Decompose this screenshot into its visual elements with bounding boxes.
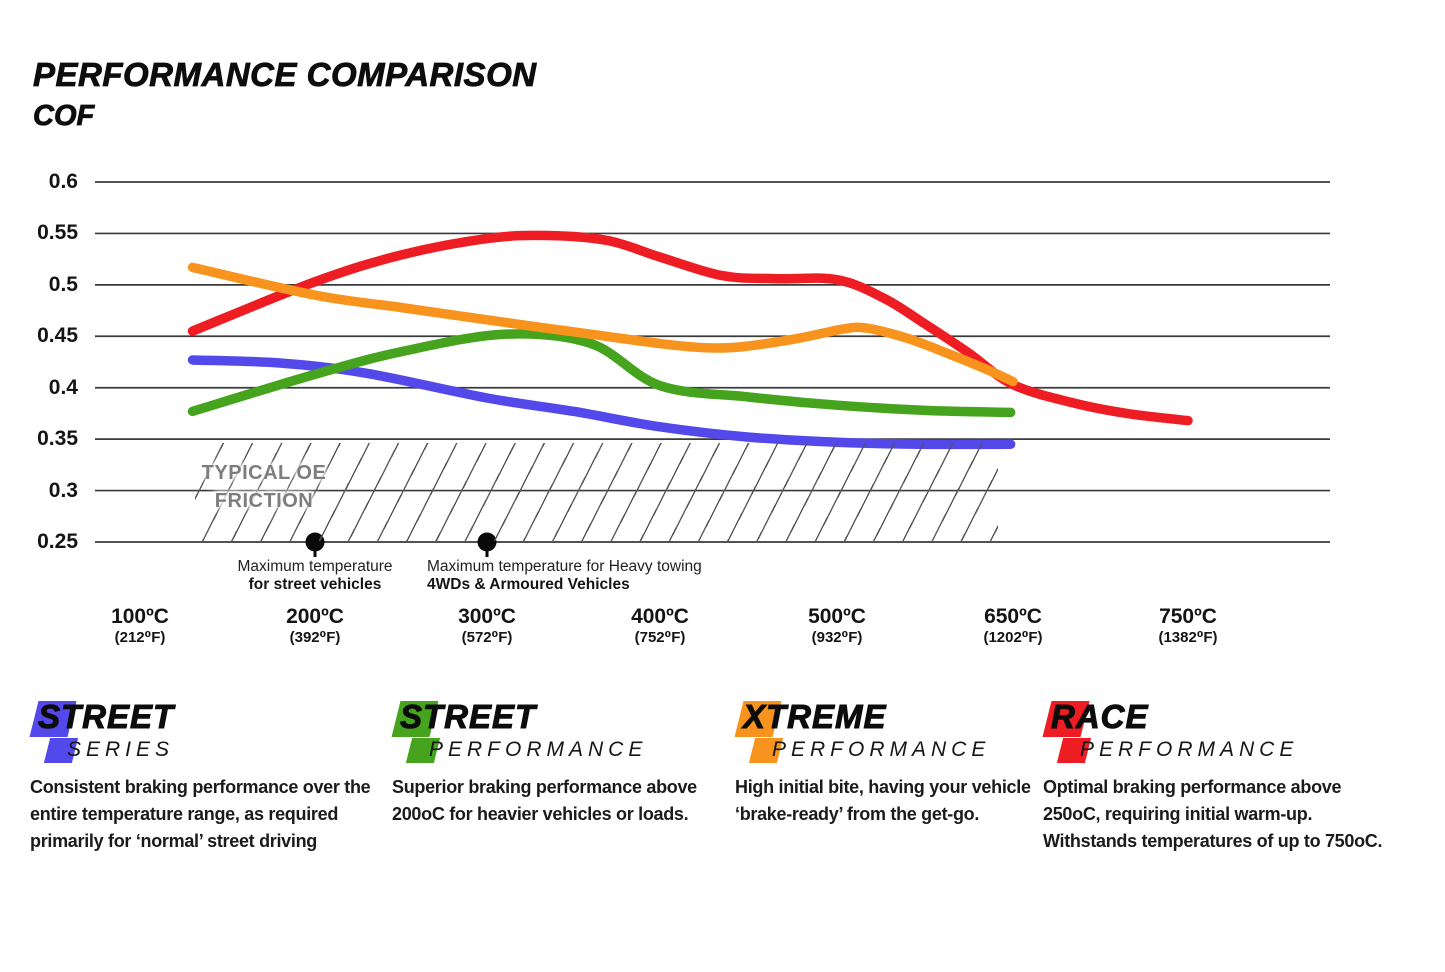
y-tick-label-0.25: 0.25 <box>37 530 78 553</box>
y-axis-title: COF <box>33 100 95 132</box>
xtreme-performance-wordmark: XTREME <box>743 698 887 735</box>
x-tick-label-200c: 200ºC <box>286 605 344 628</box>
street-series-subword: SERIES <box>67 738 175 761</box>
y-tick-label-0.5: 0.5 <box>48 272 78 296</box>
x-tick-label-400c: 400ºC <box>631 605 689 628</box>
x-tick-label-300c: 300ºC <box>458 605 516 628</box>
typical-oe-friction-label: TYPICAL OE FRICTION <box>201 462 327 512</box>
race-performance-subword: PERFORMANCE <box>1080 738 1299 761</box>
x-tick-label-100c: 100ºC <box>111 605 169 628</box>
x-tick-label-100f: (212⁰F) <box>114 629 166 646</box>
y-tick-label-0.3: 0.3 <box>48 478 78 502</box>
legend-street-performance: STREET PERFORMANCE Superior braking perf… <box>391 698 732 824</box>
page-title: PERFORMANCE COMPARISON <box>33 56 537 94</box>
street-series-wordmark: STREET <box>37 698 175 735</box>
xtreme-performance-logo: XTREME PERFORMANCE <box>734 698 1040 768</box>
xtreme-performance-description: High initial bite, having your vehicle ‘… <box>735 777 1031 824</box>
marker-annotation-300: Maximum temperature for Heavy towing 4WDs… <box>427 558 702 593</box>
y-tick-label-0.55: 0.55 <box>37 221 78 245</box>
x-tick-label-750f: (1382⁰F) <box>1158 629 1218 646</box>
y-tick-label-0.45: 0.45 <box>37 324 78 348</box>
y-tick-label-0.35: 0.35 <box>37 427 78 451</box>
y-tick-label-0.6: 0.6 <box>48 170 78 193</box>
x-tick-label-500f: (932⁰F) <box>811 629 863 646</box>
street-series-description: Consistent braking performance over the … <box>30 777 371 851</box>
typical-oe-friction-band <box>195 443 998 541</box>
x-tick-label-650f: (1202⁰F) <box>983 629 1043 646</box>
x-tick-label-750c: 750ºC <box>1159 605 1217 628</box>
series-xtreme-performance-line <box>187 262 1018 387</box>
x-tick-label-200f: (392⁰F) <box>289 629 341 646</box>
street-performance-description: Superior braking performance above 200oC… <box>392 777 697 824</box>
race-performance-logo: RACE PERFORMANCE <box>1042 698 1393 768</box>
legend-street-series: STREET SERIES Consistent braking perform… <box>29 698 380 851</box>
x-tick-label-650c: 650ºC <box>984 605 1042 628</box>
series-race-performance-line <box>187 230 1193 426</box>
legend-xtreme-performance: XTREME PERFORMANCE High initial bite, ha… <box>734 698 1040 824</box>
street-performance-subword: PERFORMANCE <box>429 738 648 761</box>
series-street-performance-line <box>187 329 1016 418</box>
legend-race-performance: RACE PERFORMANCE Optimal braking perform… <box>1042 698 1393 851</box>
street-performance-wordmark: STREET <box>399 698 537 735</box>
marker-annotation-200: Maximum temperature for street vehicles <box>237 558 393 593</box>
race-performance-description: Optimal braking performance above 250oC,… <box>1043 777 1383 851</box>
x-tick-label-400f: (752⁰F) <box>634 629 686 646</box>
x-tick-label-300f: (572⁰F) <box>461 629 513 646</box>
street-series-logo: STREET SERIES <box>29 698 380 768</box>
x-tick-label-500c: 500ºC <box>808 605 866 628</box>
y-tick-label-0.4: 0.4 <box>48 375 78 399</box>
street-performance-logo: STREET PERFORMANCE <box>391 698 732 768</box>
race-performance-wordmark: RACE <box>1051 698 1149 735</box>
xtreme-performance-subword: PERFORMANCE <box>772 738 991 761</box>
